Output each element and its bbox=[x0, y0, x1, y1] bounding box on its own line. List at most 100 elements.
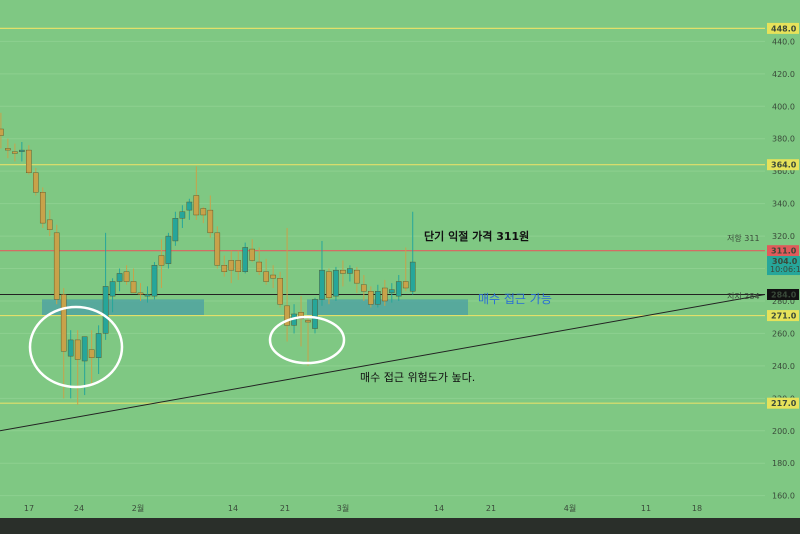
candle-body bbox=[46, 219, 53, 230]
level-tag-bg bbox=[767, 397, 799, 409]
y-tick-label: 160.0 bbox=[772, 492, 795, 501]
y-tick-label: 180.0 bbox=[772, 459, 795, 468]
candle-body bbox=[395, 281, 402, 297]
level-tag: 271.0 bbox=[771, 312, 797, 321]
support-tag-axis: 284.0 bbox=[771, 290, 797, 299]
candle-body bbox=[109, 281, 116, 297]
x-tick-label: 17 bbox=[24, 504, 34, 513]
candle-body bbox=[130, 281, 137, 294]
candle-body bbox=[67, 339, 74, 357]
candle-body bbox=[277, 278, 283, 305]
candle-body bbox=[102, 286, 109, 334]
candle-body bbox=[263, 271, 269, 282]
level-tag-bg bbox=[767, 22, 799, 34]
candle-body bbox=[402, 281, 409, 289]
candle-body bbox=[200, 208, 207, 216]
y-tick-label: 400.0 bbox=[772, 102, 795, 111]
candle-body bbox=[361, 284, 367, 292]
candle-body bbox=[33, 172, 39, 193]
x-tick-label: 21 bbox=[486, 504, 496, 513]
candle-body bbox=[19, 149, 25, 152]
candle-body bbox=[12, 151, 18, 154]
buy-zone-left bbox=[42, 299, 204, 316]
y-tick-label: 380.0 bbox=[772, 135, 795, 144]
y-tick-label: 420.0 bbox=[772, 70, 795, 79]
candle-body bbox=[0, 128, 4, 136]
candle-body bbox=[186, 201, 193, 211]
candle-body bbox=[74, 339, 81, 360]
candle-body bbox=[123, 271, 130, 282]
x-tick-label: 18 bbox=[692, 504, 702, 513]
candle-body bbox=[144, 294, 151, 297]
trendline bbox=[0, 293, 766, 432]
resistance-tag: 저항 311 bbox=[727, 234, 760, 243]
level-tag-bg bbox=[767, 245, 799, 257]
level-tag: 448.0 bbox=[771, 24, 797, 33]
current-price-bg bbox=[767, 256, 800, 276]
candle-body bbox=[26, 149, 32, 174]
candle-body bbox=[249, 248, 255, 261]
x-tick-label: 21 bbox=[280, 504, 290, 513]
candle-body bbox=[193, 195, 200, 216]
bottom-bar bbox=[0, 518, 800, 534]
candle-body bbox=[235, 260, 242, 272]
candle-body bbox=[340, 269, 346, 274]
resistance-title-label: 단기 익절 가격 311원 bbox=[424, 229, 529, 243]
risk-circle-right bbox=[268, 315, 346, 365]
candle-body bbox=[39, 192, 46, 224]
candle-body bbox=[305, 320, 311, 323]
candle-body bbox=[179, 211, 186, 219]
candle-body bbox=[298, 312, 304, 320]
y-tick-label: 340.0 bbox=[772, 200, 795, 209]
x-tick-label: 4월 bbox=[564, 503, 576, 513]
candle-body bbox=[409, 261, 416, 292]
y-tick-label: 280.0 bbox=[772, 297, 795, 306]
candle-body bbox=[347, 268, 353, 274]
candle-body bbox=[207, 209, 214, 234]
level-tag: 217.0 bbox=[771, 399, 797, 408]
y-tick-label: 260.0 bbox=[772, 329, 795, 338]
candle-body bbox=[375, 291, 381, 305]
current-price-label: 304.0 bbox=[772, 257, 798, 266]
support-tag: 지지 284 bbox=[727, 292, 760, 301]
candle-body bbox=[214, 232, 221, 266]
candle-body bbox=[333, 269, 339, 297]
candle-body bbox=[368, 291, 374, 305]
y-tick-label: 360.0 bbox=[772, 167, 795, 176]
level-tag: 364.0 bbox=[771, 161, 797, 170]
candle-body bbox=[388, 289, 395, 294]
candle-body bbox=[228, 260, 235, 271]
y-tick-label: 240.0 bbox=[772, 362, 795, 371]
x-tick-label: 11 bbox=[641, 504, 651, 513]
x-tick-label: 2월 bbox=[132, 503, 144, 513]
x-tick-label: 14 bbox=[434, 504, 444, 513]
candle-body bbox=[88, 349, 95, 358]
y-tick-label: 200.0 bbox=[772, 427, 795, 436]
candle-body bbox=[53, 232, 60, 300]
candle-body bbox=[158, 255, 165, 266]
candle-body bbox=[319, 269, 325, 300]
x-tick-label: 14 bbox=[228, 504, 238, 513]
y-tick-label: 320.0 bbox=[772, 232, 795, 241]
candle-body bbox=[5, 148, 11, 151]
candle-body bbox=[172, 218, 179, 242]
x-tick-label: 3월 bbox=[337, 503, 349, 513]
buy-zone-right bbox=[307, 299, 468, 316]
y-tick-label: 440.0 bbox=[772, 37, 795, 46]
candle-body bbox=[81, 336, 88, 362]
candle-body bbox=[326, 271, 332, 298]
candle-body bbox=[312, 299, 318, 329]
candle-body bbox=[284, 305, 290, 326]
current-price-time: 10:06:16 bbox=[770, 265, 800, 274]
candle-body bbox=[382, 287, 388, 302]
risk-text: 매수 접근 위험도가 높다. bbox=[360, 371, 475, 384]
risk-circle-left bbox=[28, 305, 124, 389]
candle-body bbox=[116, 273, 123, 282]
candle-body bbox=[165, 235, 172, 264]
level-tag-bg bbox=[767, 159, 799, 171]
level-tag-bg bbox=[767, 310, 799, 322]
candle-body bbox=[221, 265, 228, 272]
